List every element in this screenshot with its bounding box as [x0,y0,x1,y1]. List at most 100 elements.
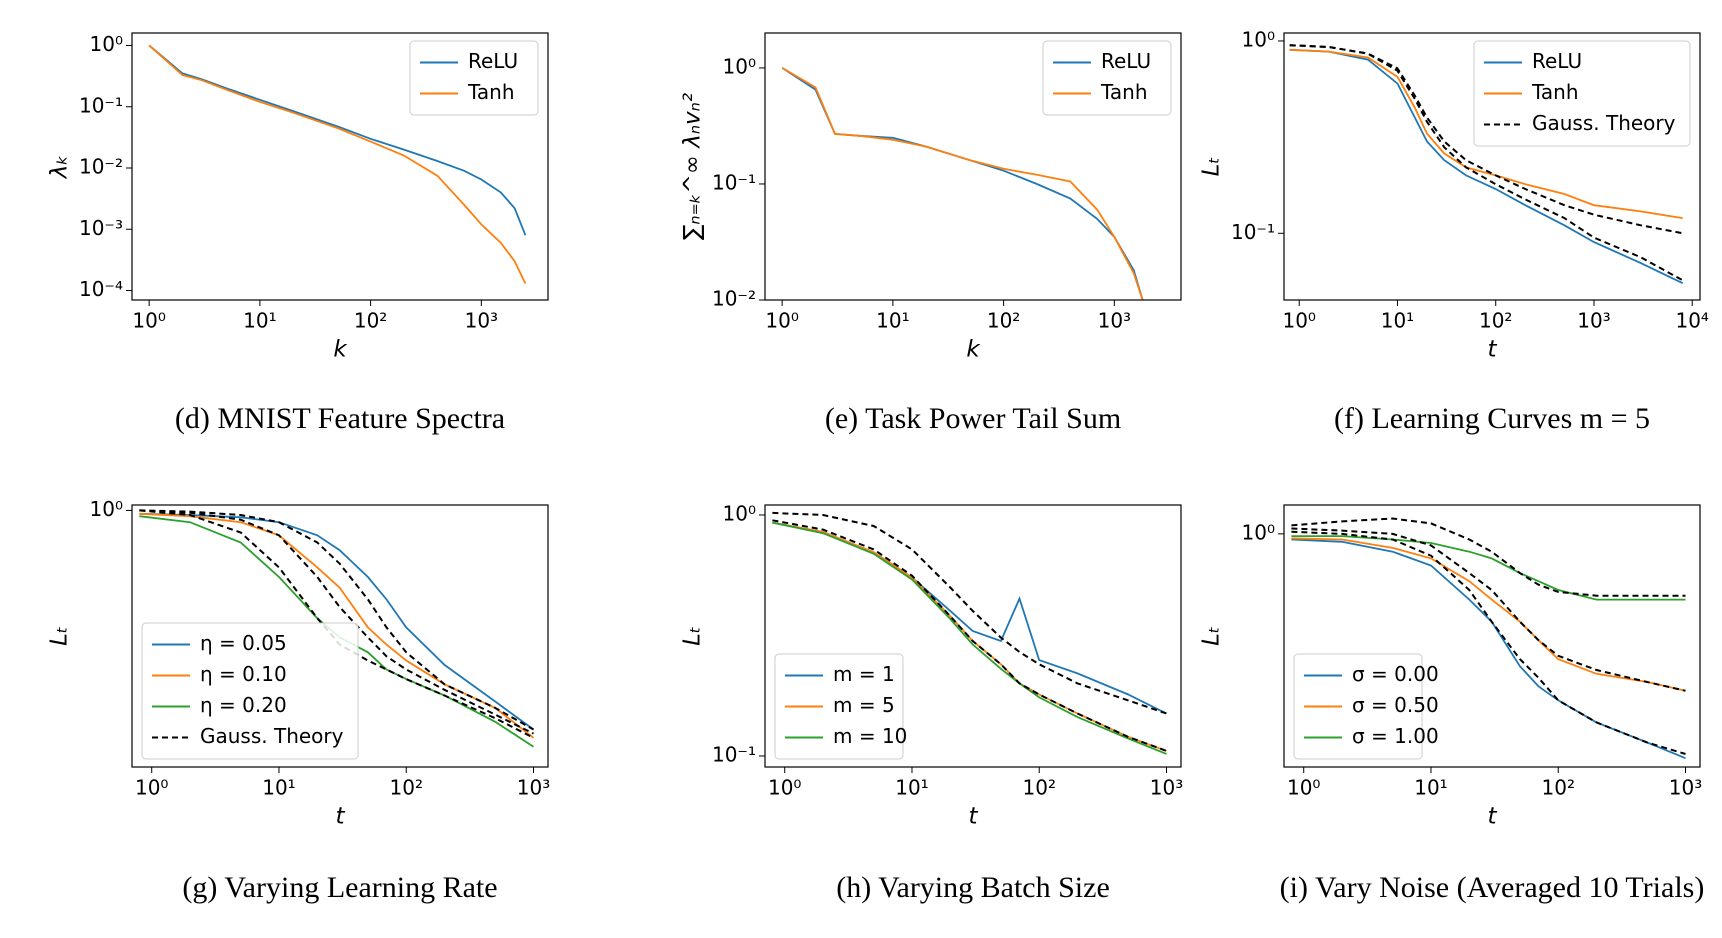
caption: (i) Vary Noise (Averaged 10 Trials) [1280,871,1705,904]
legend: ReLU Tanh Gauss. Theory [1473,40,1691,147]
x-tick-label: 10³ [1669,776,1702,800]
y-tick-label: 10⁻¹ [712,742,756,766]
y-axis-label: Lₜ [47,626,73,646]
x-tick-label: 10³ [1577,309,1610,333]
x-tick-label: 10⁰ [1287,776,1320,800]
axes-frame [1283,504,1701,768]
legend-label: Gauss. Theory [1532,111,1676,135]
legend: ReLU Tanh [409,40,539,116]
panel: 10⁰ 10¹ 10² 10³ 10⁻¹ 10⁰ t Lₜ (h) Varying Batch … [680,501,1184,903]
legend: σ = 0.00 σ = 0.50 σ = 1.00 [1293,653,1439,760]
series-line [1291,535,1686,601]
x-axis-label: t [968,804,978,830]
x-tick-label: 10³ [517,776,550,800]
caption: (f) Learning Curves m = 5 [1334,402,1650,435]
series-line [1289,48,1683,219]
x-tick-label: 10³ [1098,309,1131,333]
series-line [1291,527,1686,692]
axes-frame [131,32,549,301]
y-tick-label: 10⁻³ [79,216,123,240]
legend-label: m = 5 [833,693,895,717]
caption: (e) Task Power Tail Sum [825,402,1121,435]
legend-box [141,622,359,760]
y-tick-label: 10⁰ [723,501,756,525]
x-tick-label: 10⁴ [1675,309,1708,333]
legend-label: m = 1 [833,662,895,686]
legend: η = 0.05 η = 0.10 η = 0.20 Gauss. Theory [141,622,359,760]
x-tick-label: 10¹ [876,309,909,333]
x-tick-label: 10¹ [1414,776,1447,800]
legend: ReLU Tanh [1042,40,1172,116]
legend-label: η = 0.10 [200,662,287,686]
y-tick-label: 10⁻² [712,287,756,311]
y-axis-label: Lₜ [680,626,706,646]
y-axis-label: Lₜ [1199,157,1225,177]
legend-label: m = 10 [833,724,907,748]
legend-label: Gauss. Theory [200,724,344,748]
series-line [139,509,534,731]
x-tick-label: 10² [1542,776,1575,800]
y-tick-label: 10⁻¹ [712,170,756,194]
legend-box [1473,40,1691,147]
axes-frame [131,504,549,768]
y-axis-label: Lₜ [1199,626,1225,646]
series-line [1291,530,1686,755]
x-tick-label: 10⁰ [132,309,165,333]
series-line [772,521,1167,752]
legend-label: Tanh [1100,80,1148,104]
series-line [1291,517,1686,597]
series-line [139,512,535,731]
series-line [1289,44,1683,235]
legend-label: Tanh [467,80,515,104]
series-line [781,67,1144,300]
x-tick-label: 10³ [1150,776,1183,800]
x-tick-label: 10¹ [1381,309,1414,333]
legend-label: σ = 0.50 [1352,693,1439,717]
series-line [1289,48,1684,285]
x-tick-label: 10⁰ [1282,309,1315,333]
x-tick-label: 10¹ [895,776,928,800]
x-tick-label: 10³ [465,309,498,333]
panel: 10⁰ 10¹ 10² 10³ 10⁻⁴ 10⁻³ 10⁻² 10⁻¹ 10⁰ k λₖ (d) MN… [47,32,549,435]
panel: 10⁰ 10¹ 10² 10³ 10⁰ t Lₜ (g) Varying Learning R… [47,497,551,904]
legend-label: ReLU [468,49,518,73]
x-axis-label: t [1487,804,1497,830]
panel: 10⁰ 10¹ 10² 10³ 10⁰ t Lₜ (i) Vary Noise (Averag… [1199,504,1705,904]
x-axis-label: t [1487,337,1497,363]
legend: m = 1 m = 5 m = 10 [774,653,907,760]
axes-frame [764,32,1182,301]
axes-frame [1283,32,1701,301]
series-line [148,44,527,284]
y-axis-label: λₖ [47,155,73,180]
y-tick-label: 10⁰ [1242,27,1275,51]
legend-label: η = 0.20 [200,693,287,717]
y-axis-label: ∑ₙ₌ₖ^∞ λₙvₙ² [680,93,706,240]
x-axis-label: t [335,804,345,830]
legend-label: σ = 1.00 [1352,724,1439,748]
y-tick-label: 10⁻² [79,155,123,179]
x-tick-label: 10⁰ [768,776,801,800]
x-axis-label: k [333,337,348,363]
x-tick-label: 10² [1023,776,1056,800]
x-tick-label: 10² [390,776,423,800]
legend-label: ReLU [1532,49,1582,73]
y-tick-label: 10⁰ [90,32,123,56]
series-line [1291,538,1686,760]
series-line [1291,537,1686,692]
x-axis-label: k [966,337,981,363]
series-line [148,44,527,236]
legend-box [409,40,539,116]
series-line [139,509,534,735]
panel: 10⁰ 10¹ 10² 10³ 10⁴ 10⁻¹ 10⁰ t Lₜ (f) Learning Cu… [1199,27,1709,434]
y-tick-label: 10⁻⁴ [79,277,123,301]
legend-label: η = 0.05 [200,631,287,655]
caption: (d) MNIST Feature Spectra [175,402,505,435]
legend-label: ReLU [1101,49,1151,73]
y-tick-label: 10⁻¹ [79,93,123,117]
x-tick-label: 10⁰ [765,309,798,333]
y-tick-label: 10⁰ [90,497,123,521]
caption: (h) Varying Batch Size [836,871,1110,904]
x-tick-label: 10⁰ [135,776,168,800]
x-tick-label: 10² [1479,309,1512,333]
